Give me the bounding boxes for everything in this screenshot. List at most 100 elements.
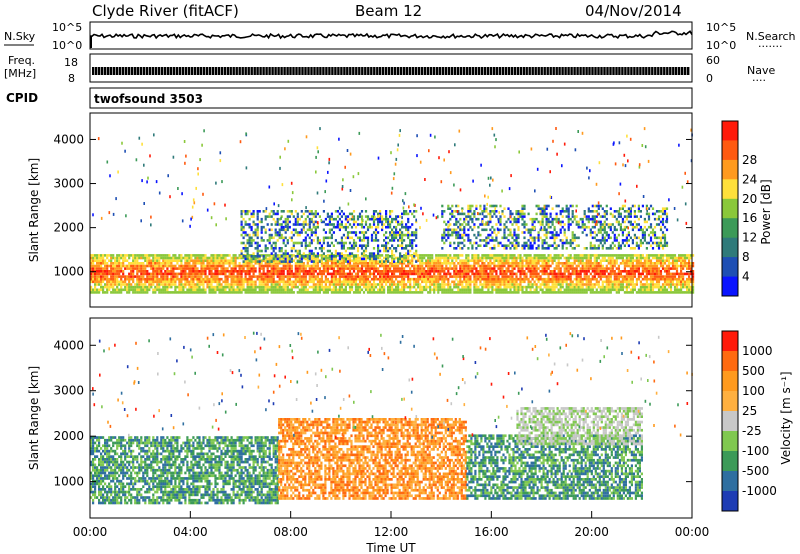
power-cell	[629, 280, 632, 284]
power-cell	[326, 256, 329, 260]
power-cell	[196, 262, 199, 265]
power-cell	[364, 220, 368, 224]
power-cell	[527, 291, 530, 294]
power-cell	[198, 288, 201, 292]
freq-bar	[163, 67, 167, 75]
power-cell	[128, 275, 131, 278]
power-cell	[637, 259, 640, 262]
power-cell	[389, 280, 392, 284]
power-cell	[682, 275, 685, 278]
power-cell	[360, 275, 364, 278]
power-cell	[272, 280, 275, 284]
power-cell	[308, 217, 311, 221]
power-cell	[218, 283, 221, 286]
freq-bar	[307, 67, 310, 75]
power-cell	[374, 228, 378, 232]
power-cell	[318, 280, 321, 284]
freq-bar	[429, 67, 433, 75]
power-cell	[220, 285, 223, 289]
power-cell	[334, 283, 337, 286]
power-cell	[280, 233, 283, 237]
power-cell	[409, 280, 412, 284]
power-cell	[220, 277, 223, 281]
power-cell	[180, 285, 183, 289]
power-cell	[531, 285, 534, 289]
power-cell	[469, 267, 472, 270]
power-cell	[312, 275, 315, 278]
power-cell	[346, 260, 350, 263]
power-cell	[114, 283, 117, 286]
nave-tick-bottom: 0	[706, 72, 713, 85]
power-cell	[381, 277, 384, 281]
power-cell	[118, 256, 121, 260]
power-cell	[613, 275, 616, 278]
power-cell	[156, 280, 159, 284]
power-cell	[487, 272, 490, 276]
power-cell	[453, 210, 456, 213]
power-cell	[555, 275, 558, 278]
power-cell	[397, 283, 400, 286]
power-cell	[692, 254, 695, 257]
power-cell	[453, 272, 456, 276]
freq-bar	[588, 67, 591, 75]
power-cell	[128, 267, 131, 270]
freq-bar	[187, 67, 191, 75]
power-cell	[374, 270, 378, 273]
power-cell	[475, 285, 478, 289]
power-cell	[300, 262, 303, 265]
power-cell	[246, 210, 249, 213]
power-cell	[328, 255, 331, 258]
power-cell	[192, 285, 195, 289]
power-cell	[379, 280, 382, 284]
power-cell	[330, 264, 333, 268]
power-cell	[609, 264, 612, 268]
power-cell	[533, 270, 536, 273]
power-cell	[423, 277, 426, 281]
power-cell	[320, 272, 323, 276]
power-cell	[350, 236, 354, 240]
freq-label-2: [MHz]	[4, 67, 36, 80]
power-cell	[196, 272, 199, 276]
power-cell	[407, 275, 410, 278]
power-cell	[467, 285, 470, 289]
power-cell	[419, 254, 422, 257]
power-cell	[445, 267, 448, 270]
power-cell	[174, 275, 177, 278]
power-cell	[102, 262, 105, 265]
power-cell	[154, 254, 157, 257]
power-cell	[264, 217, 267, 221]
power-cell	[182, 272, 185, 276]
power-cell	[527, 254, 530, 257]
power-cell	[272, 270, 275, 273]
power-cell	[306, 272, 309, 276]
power-cell	[168, 285, 171, 289]
power-cell	[629, 275, 632, 278]
power-cell	[635, 270, 638, 273]
power-cell	[278, 288, 281, 292]
freq-bar	[196, 67, 200, 75]
power-cell	[501, 288, 504, 292]
power-cell	[332, 275, 335, 278]
power-cell	[463, 285, 466, 289]
power-cell	[589, 256, 592, 260]
power-cell	[385, 241, 388, 245]
power-cell	[671, 275, 675, 278]
power-cell	[563, 256, 566, 260]
power-cell	[254, 231, 257, 234]
power-cell	[174, 288, 177, 292]
power-cell	[461, 264, 464, 268]
power-cell	[597, 283, 600, 286]
power-cell	[98, 277, 101, 281]
power-cell	[505, 267, 508, 270]
power-cell	[148, 277, 151, 281]
power-cell	[128, 272, 131, 276]
power-cell	[505, 259, 508, 262]
power-cell	[188, 280, 191, 284]
power-cell	[346, 254, 350, 257]
power-cell	[387, 236, 390, 240]
power-cell	[379, 288, 382, 292]
power-cell	[557, 267, 560, 270]
power-cell	[374, 277, 378, 281]
power-cell	[244, 223, 247, 226]
power-cell	[419, 270, 422, 273]
